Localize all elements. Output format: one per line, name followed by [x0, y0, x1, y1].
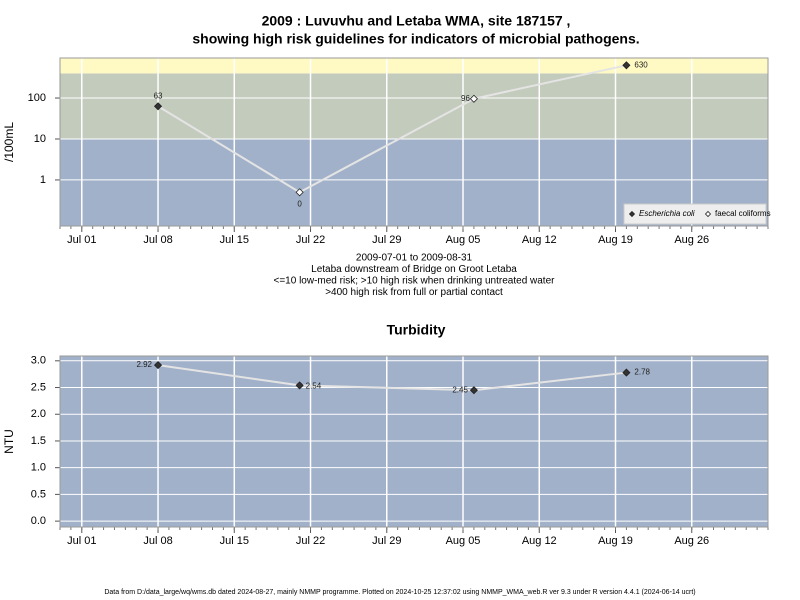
y-tick-label: 1.0: [31, 462, 46, 474]
x-tick-label: Aug 19: [598, 234, 633, 246]
caption: <=10 low-med risk; >10 high risk when dr…: [274, 276, 556, 287]
data-label: 630: [634, 60, 648, 69]
caption: 2009-07-01 to 2009-08-31: [356, 253, 473, 264]
x-tick-label: Jul 01: [67, 234, 96, 246]
data-point: [295, 188, 304, 197]
x-tick-label: Aug 19: [598, 535, 633, 547]
y-tick-label: 1: [40, 174, 46, 186]
plot-frame: [59, 57, 769, 227]
footer: Data from D:/data_large/wq/wms.db dated …: [104, 589, 695, 596]
x-tick-label: Aug 12: [522, 535, 557, 547]
x-tick-label: Jul 22: [296, 234, 325, 246]
connecting-line: [473, 371, 627, 392]
data-point: [295, 381, 304, 390]
x-tick-label: Jul 01: [67, 535, 96, 547]
risk-band: [60, 58, 768, 74]
y-tick-label: 1.5: [31, 435, 46, 447]
x-tick-label: Jul 08: [143, 535, 172, 547]
plot-background: [60, 356, 768, 527]
connecting-line: [157, 105, 301, 194]
legend-label: faecal coliforms: [715, 209, 771, 218]
connecting-line: [157, 364, 300, 387]
connecting-line: [299, 97, 475, 194]
chart-title: 2009 : Luvuvhu and Letaba WMA, site 1871…: [262, 13, 571, 29]
y-axis-label: NTU: [2, 429, 16, 454]
connecting-line: [299, 384, 474, 392]
y-tick-label: 3.0: [31, 355, 46, 367]
data-label: 2.92: [136, 360, 152, 369]
x-tick-label: Jul 08: [143, 234, 172, 246]
x-tick-label: Aug 12: [522, 234, 557, 246]
legend-box: [623, 203, 767, 225]
chart-title: showing high risk guidelines for indicat…: [192, 31, 639, 47]
legend-marker: [704, 210, 712, 218]
legend-label: Escherichia coli: [639, 209, 695, 218]
x-tick-label: Jul 22: [296, 535, 325, 547]
y-tick-label: 0.0: [31, 515, 46, 527]
chart-title: Turbidity: [387, 322, 446, 338]
y-tick-label: 0.5: [31, 488, 46, 500]
data-label: 96: [461, 94, 470, 103]
data-point: [469, 94, 478, 103]
x-tick-label: Aug 05: [446, 234, 481, 246]
y-tick-label: 2.5: [31, 381, 46, 393]
data-point: [153, 361, 163, 370]
y-tick-label: 2.0: [31, 408, 46, 420]
y-axis-label: /100mL: [2, 122, 16, 162]
data-point: [622, 368, 631, 377]
x-tick-label: Aug 05: [446, 535, 481, 547]
x-tick-label: Jul 15: [220, 234, 249, 246]
x-tick-label: Aug 26: [674, 234, 709, 246]
data-label: 63: [154, 91, 163, 100]
caption: Letaba downstream of Bridge on Groot Let…: [311, 264, 517, 275]
data-label: 2.54: [306, 382, 322, 391]
caption: >400 high risk from full or partial cont…: [325, 287, 503, 298]
x-tick-label: Jul 29: [372, 535, 401, 547]
x-tick-label: Jul 15: [220, 535, 249, 547]
legend-marker: [628, 210, 636, 218]
data-label: 2.78: [634, 368, 650, 377]
x-tick-label: Jul 29: [372, 234, 401, 246]
data-label: 0: [297, 199, 302, 208]
x-tick-label: Aug 26: [674, 535, 709, 547]
data-point: [469, 386, 478, 395]
connecting-line: [473, 64, 627, 100]
data-point: [622, 61, 631, 70]
plot-frame: [59, 355, 769, 528]
data-label: 2.45: [452, 385, 468, 394]
risk-band: [60, 73, 768, 139]
y-tick-label: 100: [28, 92, 46, 104]
y-tick-label: 10: [34, 133, 46, 145]
data-point: [153, 102, 163, 111]
